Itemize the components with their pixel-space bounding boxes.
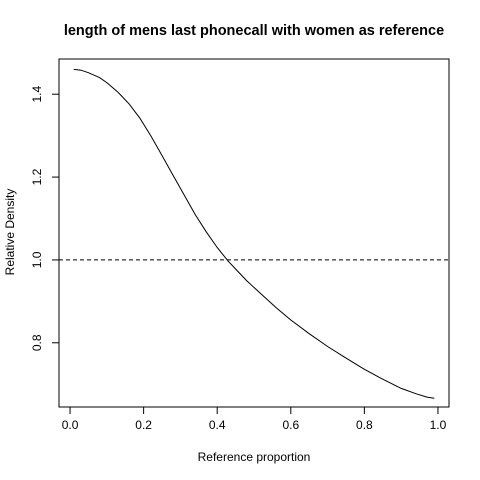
density-curve xyxy=(73,68,435,399)
x-axis-label: Reference proportion xyxy=(198,450,311,464)
y-tick-label: 1.4 xyxy=(30,86,44,103)
y-tick-label: 1.2 xyxy=(30,168,44,185)
y-axis: 0.8 1.0 1.2 1.4 xyxy=(30,86,60,351)
x-tick-label: 1.0 xyxy=(430,418,447,432)
chart-title: length of mens last phonecall with women… xyxy=(64,23,444,39)
y-tick-label: 1.0 xyxy=(30,251,44,268)
y-axis-label: Relative Density xyxy=(3,189,17,276)
x-tick-label: 0.0 xyxy=(62,418,79,432)
y-tick-label: 0.8 xyxy=(30,334,44,351)
x-tick-label: 0.4 xyxy=(209,418,226,432)
x-tick-label: 0.2 xyxy=(135,418,152,432)
x-tick-label: 0.6 xyxy=(282,418,299,432)
x-tick-label: 0.8 xyxy=(356,418,373,432)
x-axis: 0.0 0.2 0.4 0.6 0.8 1.0 xyxy=(62,406,447,432)
